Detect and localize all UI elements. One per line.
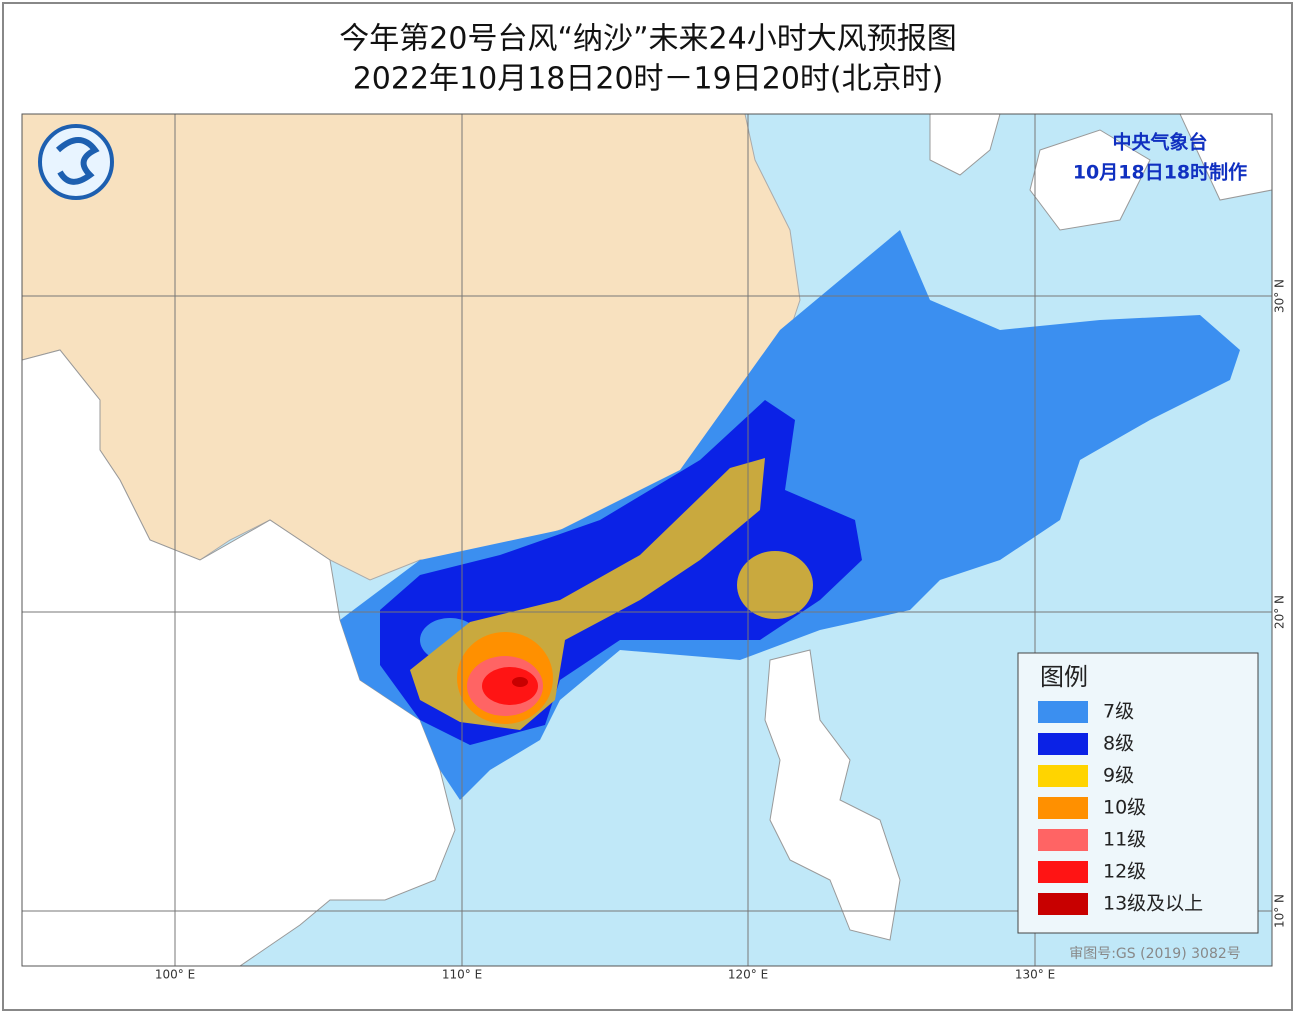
- legend-swatch: [1038, 733, 1088, 755]
- legend-title: 图例: [1040, 663, 1088, 691]
- longitude-label: 110° E: [442, 968, 482, 982]
- legend-swatch: [1038, 829, 1088, 851]
- longitude-label: 100° E: [155, 968, 195, 982]
- legend-label: 9级: [1103, 765, 1134, 787]
- legend-label: 8级: [1103, 733, 1134, 755]
- review-number: 审图号:GS (2019) 3082号: [1069, 946, 1241, 962]
- wind-area-9b: [737, 551, 813, 619]
- map-frame: [21, 113, 1273, 967]
- subtitle: 2022年10月18日20时－19日20时(北京时): [353, 62, 944, 97]
- latitude-label: 10° N: [1273, 894, 1287, 928]
- latitude-label: 30° N: [1273, 279, 1287, 313]
- korea-japan-land: [929, 114, 1272, 231]
- legend-swatch: [1038, 893, 1088, 915]
- latitude-label: 20° N: [1273, 595, 1287, 629]
- made-time: 10月18日18时制作: [1073, 161, 1247, 184]
- wind-area-13: [512, 677, 528, 687]
- legend-label: 11级: [1103, 829, 1146, 851]
- legend-label: 13级及以上: [1103, 893, 1203, 915]
- legend-box: [1017, 652, 1259, 934]
- wind-area-12: [482, 667, 538, 705]
- legend-label: 10级: [1103, 797, 1146, 819]
- longitude-label: 120° E: [728, 968, 768, 982]
- legend-label: 7级: [1103, 701, 1134, 723]
- title: 今年第20号台风“纳沙”未来24小时大风预报图: [339, 22, 956, 57]
- legend-swatch: [1038, 861, 1088, 883]
- legend-swatch: [1038, 701, 1088, 723]
- logo: [38, 124, 114, 200]
- philippines-land: [764, 649, 901, 941]
- legend: 图例 7级 8级 9级 10级 11级 12级 13级及以上: [1017, 652, 1259, 934]
- legend-swatch: [1038, 765, 1088, 787]
- legend-swatch: [1038, 797, 1088, 819]
- agency-name: 中央气象台: [1112, 131, 1207, 154]
- legend-label: 12级: [1103, 861, 1146, 883]
- longitude-label: 130° E: [1015, 968, 1055, 982]
- map: [21, 113, 1273, 967]
